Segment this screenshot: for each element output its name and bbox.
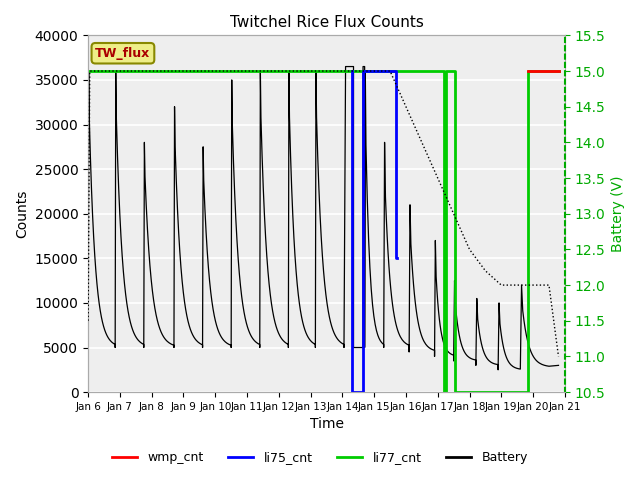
Title: Twitchel Rice Flux Counts: Twitchel Rice Flux Counts (230, 15, 424, 30)
X-axis label: Time: Time (310, 418, 344, 432)
Legend: wmp_cnt, li75_cnt, li77_cnt, Battery: wmp_cnt, li75_cnt, li77_cnt, Battery (107, 446, 533, 469)
Y-axis label: Battery (V): Battery (V) (611, 176, 625, 252)
Y-axis label: Counts: Counts (15, 190, 29, 238)
Text: TW_flux: TW_flux (95, 47, 150, 60)
